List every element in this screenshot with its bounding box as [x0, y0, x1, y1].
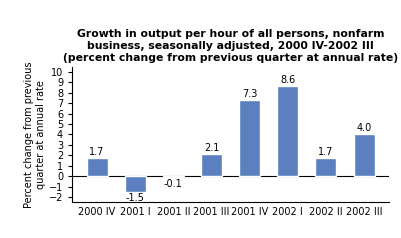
Bar [239, 100, 260, 176]
Text: 4.0: 4.0 [356, 123, 372, 133]
Bar [201, 154, 222, 176]
Bar [354, 134, 375, 176]
Text: 8.6: 8.6 [280, 75, 296, 85]
Text: 2.1: 2.1 [204, 143, 219, 153]
Text: 1.7: 1.7 [89, 147, 105, 157]
Bar [316, 159, 336, 176]
Y-axis label: Percent change from previous
quarter at annual rate: Percent change from previous quarter at … [24, 61, 46, 208]
Bar [87, 159, 107, 176]
Bar [277, 86, 298, 176]
Bar [125, 176, 146, 192]
Title: Growth in output per hour of all persons, nonfarm
business, seasonally adjusted,: Growth in output per hour of all persons… [63, 29, 398, 63]
Text: -0.1: -0.1 [164, 178, 183, 188]
Text: -1.5: -1.5 [126, 193, 145, 203]
Bar [163, 176, 184, 177]
Text: 1.7: 1.7 [318, 147, 334, 157]
Text: 7.3: 7.3 [242, 89, 257, 99]
